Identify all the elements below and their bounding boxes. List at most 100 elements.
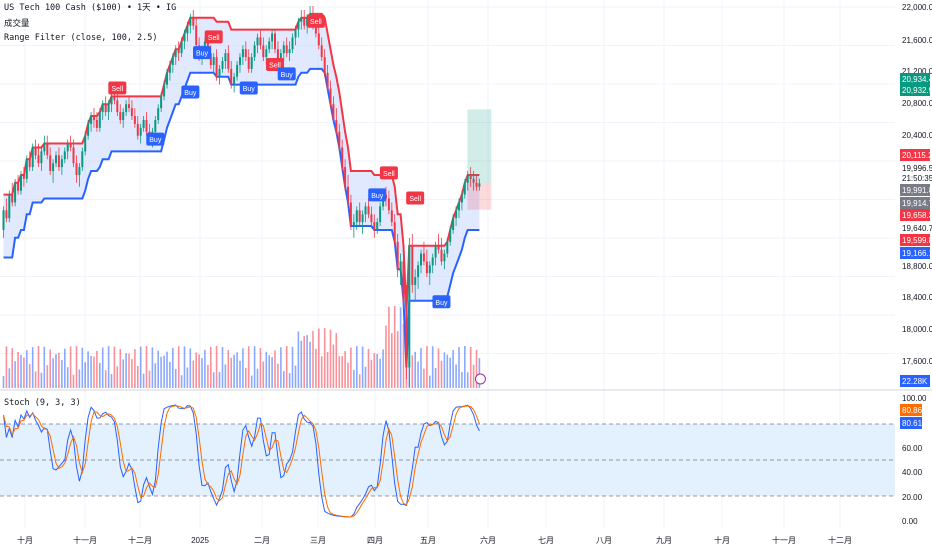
stoch-legend[interactable]: Stoch (9, 3, 3) [4, 398, 81, 408]
lightning-icon [474, 373, 486, 385]
volume-bar [256, 368, 259, 388]
volume-bar [5, 346, 8, 388]
volume-bar [78, 369, 81, 388]
price-badge [900, 149, 930, 161]
volume-bar [458, 347, 460, 388]
volume-bar [455, 364, 457, 388]
volume-bar [207, 364, 209, 388]
candle-body [320, 45, 323, 58]
time-axis-label: 十二月 [128, 535, 152, 545]
candle-body [180, 41, 183, 54]
candle-body [81, 151, 84, 168]
candle-body [17, 182, 20, 191]
volume-bar [69, 346, 72, 388]
volume-bar [8, 368, 11, 388]
volume-bar [166, 351, 168, 388]
signal-marker-label: Buy [435, 300, 448, 307]
volume-bar [461, 372, 463, 388]
candle-body [145, 120, 148, 132]
signal-marker-buy [368, 188, 387, 202]
signal-marker-sell [379, 166, 398, 180]
candle-body [271, 33, 274, 42]
candle-body [373, 222, 376, 230]
candle-body [244, 49, 247, 58]
volume-bar [104, 370, 107, 388]
volume-bar [434, 367, 437, 388]
candle-body [34, 147, 37, 156]
stoch-tick-label: 0.00 [902, 517, 918, 526]
symbol-legend[interactable]: US Tech 100 Cash ($100) • 1天 • IG [4, 3, 177, 13]
volume-bar [253, 346, 256, 388]
candle-body [37, 155, 40, 164]
volume-bar [192, 360, 195, 388]
volume-bar [34, 371, 37, 388]
candle-body [239, 57, 241, 65]
candle-body [14, 182, 17, 203]
price-badge-label: 19,914.7 [902, 199, 932, 208]
range-filter-low-line [3, 67, 480, 368]
volume-bar [426, 346, 428, 388]
price-tick-label: 18,800.0 [902, 262, 932, 271]
candle-body [130, 108, 133, 117]
volume-bar [174, 369, 177, 388]
candle-body [171, 57, 174, 65]
candle-body [139, 127, 142, 136]
volume-legend[interactable]: 成交量 [4, 19, 30, 29]
candle-body [317, 33, 320, 46]
volume-bar [271, 357, 273, 388]
volume-bar [93, 356, 95, 388]
price-badge-label: 19,599.8 [902, 236, 932, 245]
price-badge-label: 19,166.1 [902, 249, 932, 258]
volume-bar [242, 348, 244, 388]
candle-body [443, 253, 446, 262]
stoch-tick-label: 60.00 [902, 444, 923, 453]
volume-bar [55, 354, 57, 388]
volume-bar [283, 371, 285, 388]
volume-bar [376, 353, 378, 388]
volume-bar [17, 352, 19, 388]
candle-body [460, 194, 463, 203]
candle-body [463, 182, 466, 195]
time-axis-label: 四月 [367, 536, 383, 545]
volume-bar [23, 357, 25, 388]
candle-body [347, 186, 349, 203]
candle-body [417, 265, 420, 278]
volume-bar [320, 356, 323, 388]
time-axis-label: 十一月 [772, 535, 796, 545]
price-badge-label: 20,934.4 [902, 75, 932, 84]
price-tick-label: 17,600.0 [902, 357, 932, 366]
candle-body [8, 194, 11, 219]
candle-body [446, 241, 449, 254]
candle-body [475, 182, 478, 187]
candle-body [364, 206, 367, 215]
volume-bar [183, 346, 186, 388]
volume-bar [297, 331, 300, 388]
volume-bar [212, 372, 215, 388]
time-axis-label: 八月 [596, 536, 612, 545]
volume-bar [338, 356, 341, 388]
candle-body [285, 45, 288, 54]
volume-bar [370, 359, 373, 388]
price-tick-label: 22,000.0 [902, 3, 932, 12]
volume-bar [250, 375, 253, 388]
price-badge [900, 234, 930, 246]
price-badge [900, 375, 930, 387]
candle-body [195, 25, 198, 46]
signal-marker-sell [204, 30, 223, 44]
price-badge-label: 20,932.9 [902, 86, 932, 95]
price-badge-label: 19,991.8 [902, 186, 932, 195]
price-badge-label: 20,115.2 [902, 151, 932, 160]
range-filter-legend[interactable]: Range Filter (close, 100, 2.5) [4, 33, 158, 43]
price-badge-label: 19,658.3 [902, 211, 932, 220]
signal-marker-buy [277, 67, 296, 81]
volume-bar [90, 355, 92, 388]
volume-bar [46, 365, 49, 388]
candle-body [361, 214, 364, 223]
volume-bar [356, 346, 358, 388]
volume-bar [177, 346, 180, 388]
volume-bar [128, 353, 130, 388]
volume-bar [379, 358, 381, 388]
candle-body [69, 143, 72, 148]
